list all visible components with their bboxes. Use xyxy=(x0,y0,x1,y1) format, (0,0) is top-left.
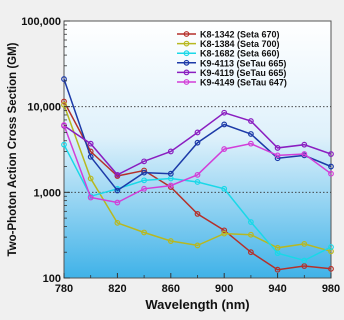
data-point xyxy=(301,263,308,269)
y-tick-label: 100 xyxy=(43,273,61,285)
data-point xyxy=(141,177,148,184)
series-line xyxy=(63,104,332,253)
data-point xyxy=(247,140,254,147)
grid xyxy=(64,106,331,193)
data-point xyxy=(87,140,94,147)
data-point xyxy=(328,244,334,250)
series-group xyxy=(61,76,334,273)
data-point xyxy=(221,109,228,116)
data-point xyxy=(61,76,67,82)
data-point xyxy=(61,122,67,128)
data-point xyxy=(301,241,308,247)
series-line xyxy=(63,101,332,271)
series-line xyxy=(63,111,332,176)
data-point xyxy=(87,194,94,201)
y-tick-label: 100,000 xyxy=(21,16,61,28)
legend: K8-1342 (Seta 670)K8-1384 (Seta 700)K8-1… xyxy=(177,30,287,88)
plot-area xyxy=(63,20,332,279)
y-tick-label: 1,000 xyxy=(33,187,61,199)
y-axis-title: Two-Photon Action Cross Section (GM) xyxy=(7,42,19,256)
data-point xyxy=(301,151,308,157)
data-point xyxy=(141,169,148,176)
data-point xyxy=(194,211,201,217)
series xyxy=(61,98,334,273)
data-point xyxy=(221,146,228,152)
data-point xyxy=(61,98,67,105)
series-line xyxy=(63,144,332,262)
legend-marker xyxy=(183,69,190,76)
legend-label: K9-4113 (SeTau 665) xyxy=(200,58,286,68)
data-point xyxy=(328,151,334,157)
legend-marker xyxy=(183,59,190,66)
data-point xyxy=(247,131,254,137)
data-point xyxy=(247,231,254,238)
legend-marker xyxy=(183,40,190,47)
data-point xyxy=(221,227,228,234)
series xyxy=(61,109,334,178)
data-point xyxy=(221,121,228,128)
data-point xyxy=(114,199,121,206)
data-point xyxy=(274,266,281,273)
series-line xyxy=(63,124,332,204)
series xyxy=(61,101,334,255)
data-point xyxy=(141,185,148,192)
data-point xyxy=(194,179,201,185)
data-point xyxy=(114,219,121,226)
data-point xyxy=(328,170,334,177)
data-point xyxy=(194,139,201,146)
x-axis-title: Wavelength (nm) xyxy=(145,297,249,312)
data-point xyxy=(194,129,201,136)
legend-label: K8-1682 (Seta 660) xyxy=(200,49,280,59)
legend-marker xyxy=(183,79,190,85)
data-point xyxy=(274,250,281,257)
data-point xyxy=(114,171,121,178)
legend-label: K9-4149 (SeTau 647) xyxy=(200,78,287,88)
data-point xyxy=(301,141,308,148)
legend-marker xyxy=(183,50,190,57)
data-point xyxy=(114,187,121,194)
data-point xyxy=(194,171,201,178)
data-point xyxy=(61,141,67,148)
y-tick-label: 10,000 xyxy=(27,102,61,114)
data-point xyxy=(221,230,228,237)
legend-label: K9-4119 (SeTau 665) xyxy=(200,68,286,78)
data-point xyxy=(247,249,254,256)
data-point xyxy=(167,148,174,155)
data-point xyxy=(247,219,254,225)
x-tick-label: 860 xyxy=(162,283,180,295)
data-point xyxy=(167,170,174,177)
x-tick-label: 940 xyxy=(268,283,286,295)
data-point xyxy=(141,229,148,236)
data-point xyxy=(141,158,148,165)
data-point xyxy=(167,238,174,244)
x-tick-label: 980 xyxy=(322,283,340,295)
data-point xyxy=(328,265,334,272)
data-point xyxy=(87,175,94,182)
data-point xyxy=(274,152,281,159)
data-point xyxy=(274,145,281,151)
data-point xyxy=(301,257,308,264)
data-point xyxy=(194,242,201,249)
x-tick-label: 900 xyxy=(215,283,233,295)
series-line xyxy=(63,78,332,192)
legend-marker xyxy=(183,31,190,37)
data-point xyxy=(87,153,94,160)
data-point xyxy=(274,244,281,251)
data-point xyxy=(221,185,228,192)
x-tick-label: 780 xyxy=(55,283,73,295)
data-point xyxy=(247,118,254,124)
legend-label: K8-1342 (Seta 670) xyxy=(200,30,280,40)
series xyxy=(61,122,334,206)
legend-label: K8-1384 (Seta 700) xyxy=(200,39,280,49)
data-point xyxy=(328,163,334,170)
axes: 100 1,000 10,000 100,000 780 820 860 900 940 980 xyxy=(21,16,340,295)
x-tick-label: 820 xyxy=(108,283,126,295)
data-point xyxy=(167,182,174,189)
